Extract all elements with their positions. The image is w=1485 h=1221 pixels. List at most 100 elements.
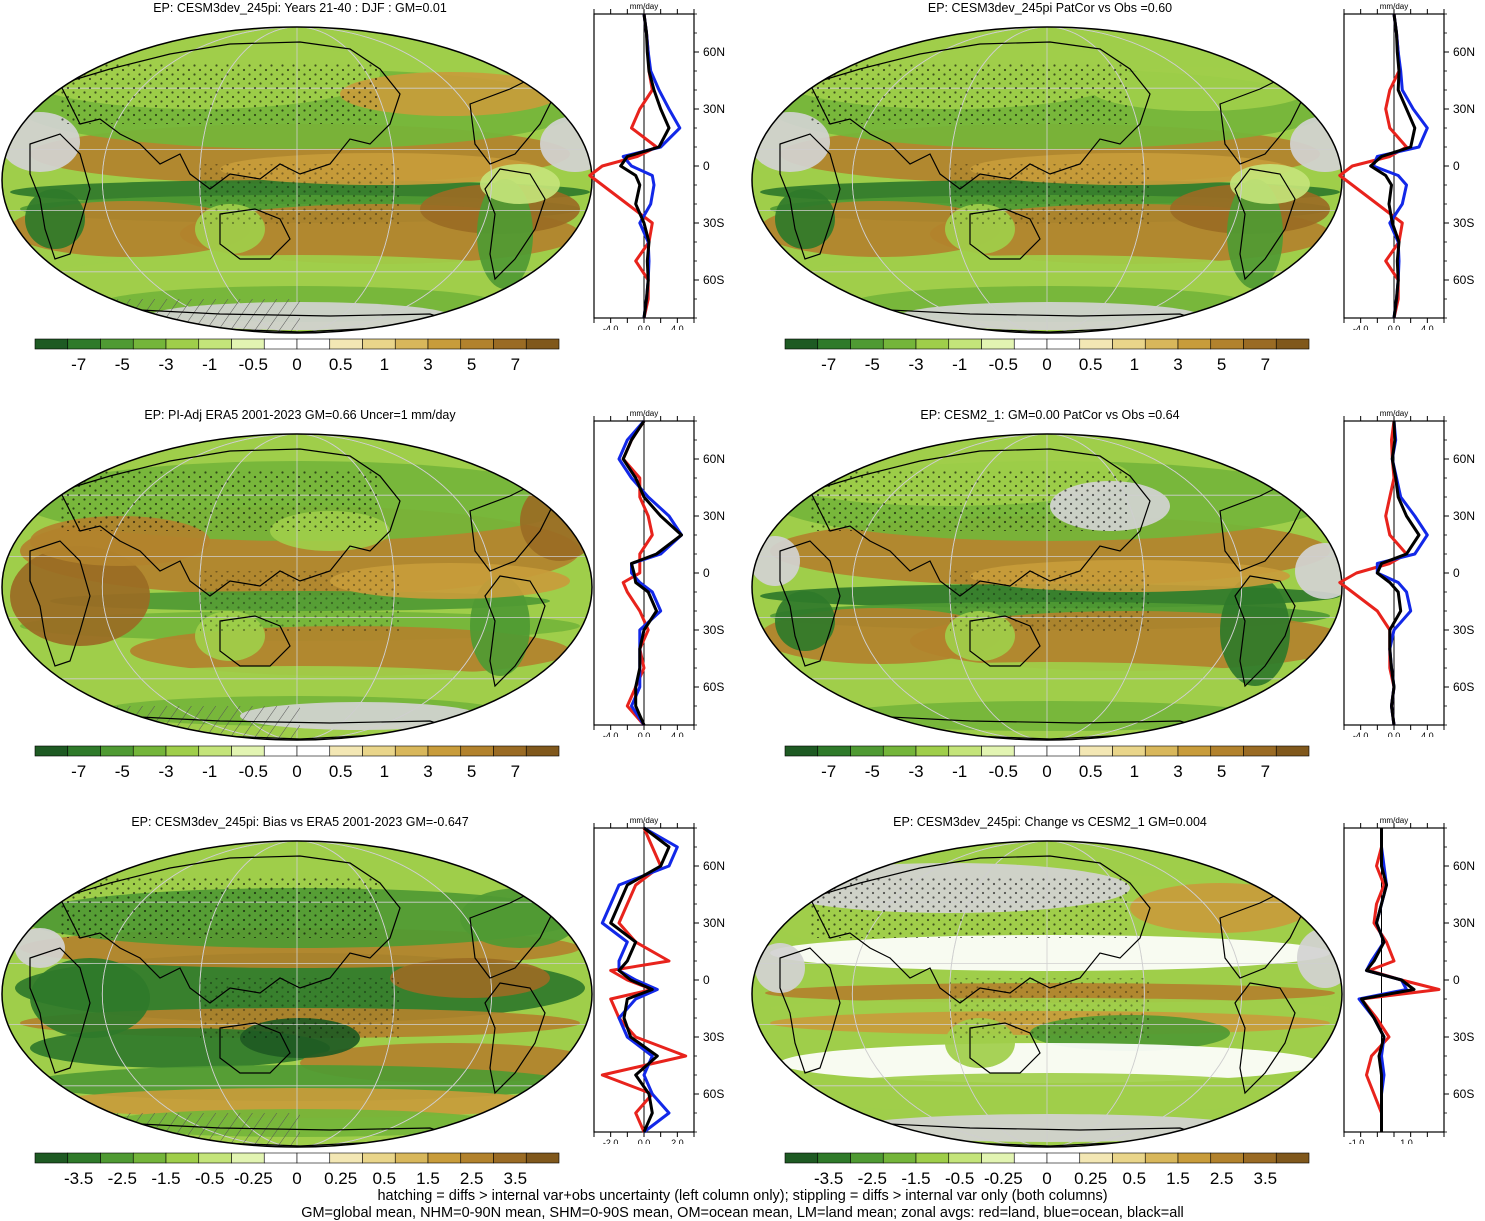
- x-tick-label: -4.0: [603, 324, 619, 330]
- global-map: [1, 840, 593, 1148]
- stippling: [60, 64, 380, 124]
- colorbar-swatch: [1112, 745, 1146, 757]
- colorbar-swatch: [1210, 1152, 1244, 1164]
- colorbar-swatch: [981, 745, 1015, 757]
- y-tick-label: 60S: [1453, 680, 1474, 694]
- colorbar-swatch: [394, 745, 429, 757]
- panel-title: EP: CESM3dev_245pi: Change vs CESM2_1 GM…: [893, 815, 1207, 829]
- colorbar-swatch: [231, 1152, 265, 1164]
- zonal-line-ocean: [600, 826, 679, 1134]
- colorbar-swatch: [948, 745, 982, 757]
- colorbar-label: -7: [71, 762, 86, 781]
- panel-model-patcor: EP: CESM3dev_245pi PatCor vs Obs =0.60 -7…: [750, 0, 1485, 407]
- y-tick-label: 60N: [703, 859, 725, 873]
- stippling: [950, 164, 1150, 224]
- stippling: [200, 571, 400, 631]
- colorbar-label: -2.5: [858, 1169, 887, 1188]
- colorbar-label: 1: [380, 355, 389, 374]
- colorbar-swatch: [100, 745, 134, 757]
- colorbar-swatch: [1177, 338, 1212, 350]
- precip-region: [850, 1114, 1250, 1142]
- colorbar-label: 1: [380, 762, 389, 781]
- y-tick-label: 60N: [1453, 45, 1475, 59]
- colorbar-label: 2.5: [1210, 1169, 1234, 1188]
- zonal-line-land: [1338, 420, 1408, 726]
- stippling: [810, 471, 1130, 531]
- precip-region: [780, 1073, 1320, 1113]
- colorbar-swatch: [362, 745, 396, 757]
- global-map: [751, 26, 1343, 334]
- colorbar-swatch: [460, 338, 494, 350]
- stippling: [950, 978, 1150, 1038]
- colorbar-swatch: [1275, 745, 1310, 757]
- colorbar-label: 0.5: [1079, 355, 1103, 374]
- precip-region: [540, 116, 592, 172]
- colorbar-label: -1: [952, 355, 967, 374]
- colorbar-swatch: [493, 338, 527, 350]
- precip-region: [775, 189, 835, 249]
- precip-region: [340, 72, 560, 116]
- y-tick-label: 30S: [1453, 623, 1474, 637]
- colorbar-swatch: [1243, 338, 1277, 350]
- colorbar-label: -0.25: [234, 1169, 273, 1188]
- zonal-units-label: mm/day: [1380, 409, 1408, 418]
- colorbar-swatch: [784, 1152, 819, 1164]
- coastline: [809, 448, 1151, 597]
- x-tick-label: 0.0: [638, 1138, 651, 1144]
- colorbar-label: 7: [1261, 762, 1270, 781]
- zonal-line-ocean: [621, 13, 682, 319]
- zonal-line-all: [609, 826, 671, 1133]
- precip-region: [30, 958, 150, 1038]
- colorbar-swatch: [231, 745, 265, 757]
- colorbar-swatch: [67, 338, 101, 350]
- colorbar-label: 1: [1130, 355, 1139, 374]
- colorbar-swatch: [362, 1152, 396, 1164]
- colorbar-label: 0: [1042, 762, 1051, 781]
- panel-title: EP: CESM3dev_245pi: Years 21-40 : DJF : …: [153, 1, 447, 15]
- zonal-line-land: [621, 420, 654, 726]
- colorbar-label: -3: [908, 762, 923, 781]
- colorbar-swatch: [525, 745, 560, 757]
- colorbar-swatch: [427, 338, 462, 350]
- colorbar-label: -7: [821, 355, 836, 374]
- y-tick-label: 0: [1453, 973, 1460, 987]
- colorbar-label: 2.5: [460, 1169, 484, 1188]
- colorbar-swatch: [525, 1152, 560, 1164]
- colorbar-label: 1.5: [416, 1169, 440, 1188]
- precip-region: [1230, 164, 1310, 204]
- colorbar-label: 0.5: [329, 762, 353, 781]
- colorbar-label: -5: [115, 762, 130, 781]
- coastline: [779, 133, 841, 260]
- coastline: [59, 448, 401, 597]
- colorbar-swatch: [296, 338, 331, 350]
- panel-title: EP: CESM3dev_245pi PatCor vs Obs =0.60: [927, 1, 1173, 15]
- coastline: [1234, 575, 1296, 688]
- colorbar-swatch: [263, 745, 298, 757]
- coastline: [969, 208, 1041, 260]
- colorbar-swatch: [1177, 745, 1212, 757]
- colorbar: -3.5 -2.5 -1.5 -0.5 -0.25 0 0.25 0.5 1.5 2.5 3.5: [34, 1152, 560, 1188]
- precip-region: [780, 1043, 1320, 1083]
- precip-region: [1220, 576, 1290, 686]
- colorbar-swatch: [67, 745, 101, 757]
- panel-title: EP: PI-Adj ERA5 2001-2023 GM=0.66 Uncer=…: [144, 408, 456, 422]
- zonal-mean-plot: mm/day -4.0 0.0 4.0 60N 30N 0 30S 60S: [588, 2, 725, 330]
- colorbar-swatch: [882, 745, 917, 757]
- precip-region: [1090, 67, 1310, 111]
- y-tick-label: 60S: [1453, 273, 1474, 287]
- y-tick-label: 30N: [1453, 509, 1475, 523]
- y-tick-label: 30N: [703, 102, 725, 116]
- map-border: [751, 26, 1343, 334]
- precip-region: [460, 888, 580, 948]
- colorbar-label: 5: [467, 762, 476, 781]
- x-tick-label: 1.0: [1400, 1138, 1413, 1144]
- coastline: [1219, 480, 1306, 572]
- x-tick-label: -4.0: [1353, 731, 1369, 737]
- coastline: [484, 168, 546, 281]
- coastline: [59, 41, 401, 190]
- colorbar-swatch: [850, 1152, 884, 1164]
- coastline: [969, 615, 1041, 667]
- y-tick-label: 30S: [1453, 1030, 1474, 1044]
- colorbar-swatch: [1275, 1152, 1310, 1164]
- coastline: [469, 480, 556, 572]
